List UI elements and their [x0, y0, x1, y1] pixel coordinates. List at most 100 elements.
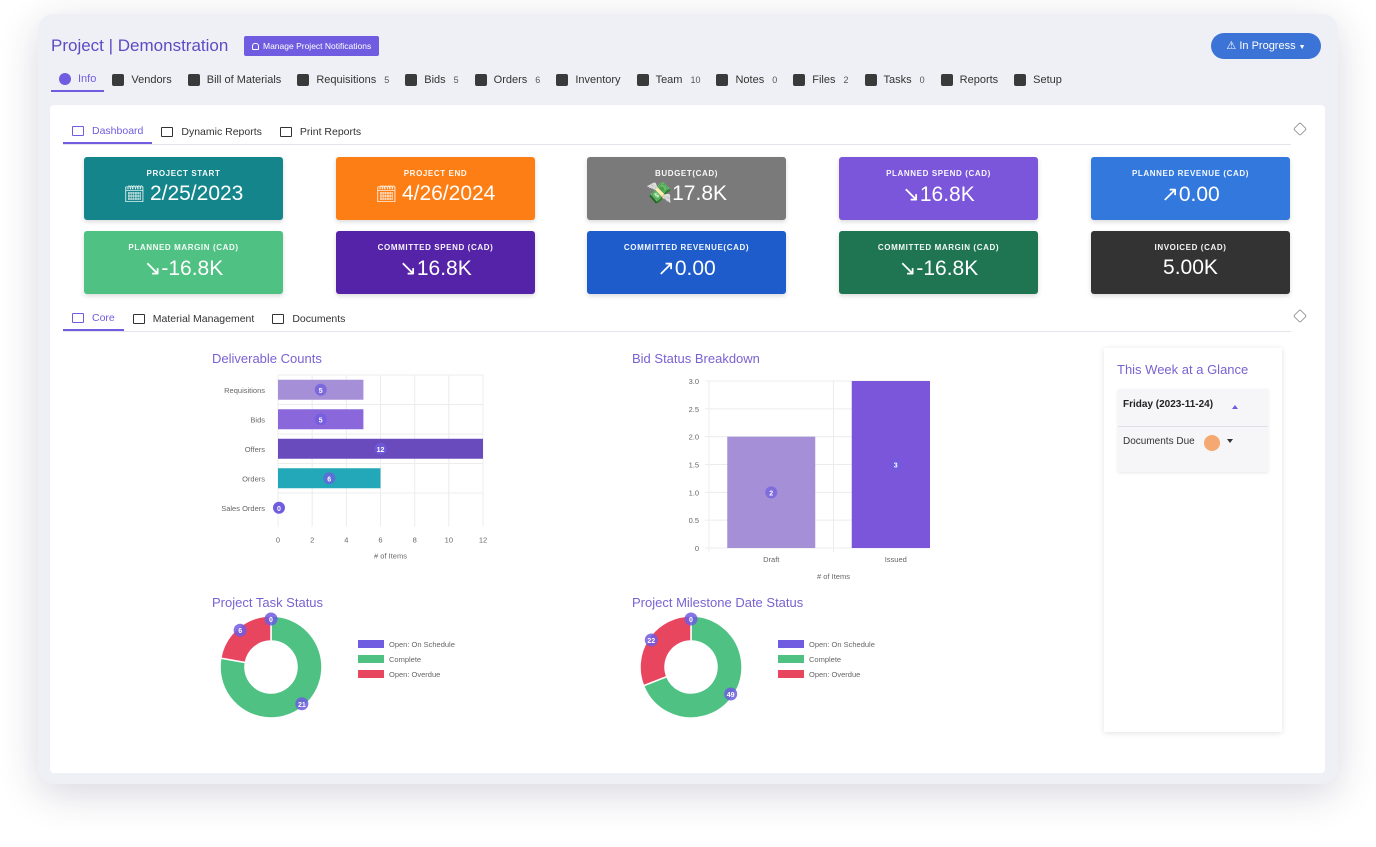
- data-label: 22: [647, 638, 655, 645]
- grid-icon: [72, 312, 84, 323]
- legend-label: Open: On Schedule: [809, 640, 875, 649]
- content-tab-material-management[interactable]: Material Management: [124, 306, 264, 331]
- legend-label: Complete: [809, 655, 841, 664]
- main-nav: Info Vendors Bill of Materials Requisitions…: [51, 68, 1070, 92]
- legend-label: Complete: [389, 655, 421, 664]
- note-icon: [716, 74, 729, 86]
- metric-label: COMMITTED MARGIN (CAD): [877, 243, 1000, 252]
- checklist-icon: [864, 74, 877, 86]
- metric-value-text: ↘16.8K: [902, 183, 975, 206]
- nav-tab-orders[interactable]: Orders 6: [467, 68, 549, 92]
- nav-tab-bids[interactable]: Bids 5: [397, 68, 466, 92]
- tag-icon[interactable]: [1292, 308, 1308, 324]
- caret-up-icon[interactable]: [1232, 405, 1238, 409]
- metric-value: ↘-16.8K: [839, 256, 1038, 281]
- nav-tab-requisitions[interactable]: Requisitions 5: [289, 68, 397, 92]
- nav-tab-count: 5: [453, 75, 459, 85]
- paperclip-icon: [793, 74, 806, 86]
- nav-tab-reports[interactable]: Reports: [933, 68, 1007, 92]
- nav-tab-files[interactable]: Files 2: [785, 68, 856, 92]
- printer-icon: [279, 126, 292, 137]
- content-tab-documents[interactable]: Documents: [263, 306, 354, 331]
- x-axis-label: # of Items: [374, 552, 407, 561]
- manage-notifications-button[interactable]: Manage Project Notifications: [244, 36, 380, 56]
- nav-tab-label: Setup: [1033, 74, 1062, 86]
- value-badge: [314, 383, 327, 396]
- nav-tab-bill-of-materials[interactable]: Bill of Materials: [180, 68, 290, 92]
- tab-label: Documents: [292, 312, 346, 325]
- nav-tab-tasks[interactable]: Tasks 0: [857, 68, 933, 92]
- metric-value-text: 💸17.8K: [645, 182, 728, 205]
- subtab-print-reports[interactable]: Print Reports: [271, 119, 370, 144]
- nav-tab-vendors[interactable]: Vendors: [104, 68, 179, 92]
- metric-value-text: 4/26/2024: [401, 182, 496, 205]
- value-badge: [233, 623, 247, 637]
- metric-value-text: ↘-16.8K: [898, 257, 979, 280]
- nav-tab-count: 0: [919, 75, 925, 85]
- nav-tab-team[interactable]: Team 10: [629, 68, 709, 92]
- dashboard-panel: Dashboard Dynamic Reports Print Reports PR…: [50, 105, 1325, 773]
- nav-tab-label: Info: [78, 73, 97, 85]
- legend-swatch: [358, 655, 384, 663]
- gavel-icon: [405, 74, 418, 86]
- documents-due-badge: [1204, 435, 1220, 451]
- building-icon: [112, 74, 125, 86]
- slice: [642, 615, 743, 719]
- info-icon: [59, 73, 71, 85]
- nav-tab-label: Vendors: [131, 74, 172, 86]
- data-label: 5: [319, 388, 323, 395]
- folder-icon: [187, 74, 200, 86]
- report-icon: [940, 74, 953, 86]
- status-label: In Progress: [1239, 40, 1296, 52]
- milestone-status-donut: 0 49 22 Open: On Schedule Complete Open: Over…: [640, 612, 875, 719]
- value-badge: [684, 612, 698, 626]
- metric-card-committed-margin-cad: COMMITTED MARGIN (CAD) ↘-16.8K: [839, 231, 1038, 294]
- deliverable-counts-chart: 0 2 4 6 8 10 12 Requisitions 5 Bids 5 Offers 12 Order…: [221, 374, 487, 561]
- metric-value-text: 5.00K: [1163, 256, 1218, 279]
- metric-label: PROJECT END: [403, 169, 468, 178]
- chart-title-milestones: Project Milestone Date Status: [632, 595, 804, 610]
- caret-down-icon[interactable]: [1227, 439, 1233, 443]
- content-tab-core[interactable]: Core: [63, 306, 124, 331]
- metric-card-planned-revenue-cad: PLANNED REVENUE (CAD) ↗0.00: [1091, 157, 1290, 220]
- y-tick-label: 1.5: [689, 461, 699, 470]
- metric-label: INVOICED (CAD): [1154, 243, 1227, 252]
- nav-tab-label: Requisitions: [316, 74, 377, 86]
- nav-tab-setup[interactable]: Setup: [1006, 68, 1070, 92]
- day-group[interactable]: Friday (2023-11-24) Documents Due: [1118, 389, 1268, 472]
- legend-swatch: [778, 670, 804, 678]
- x-tick-label: 10: [445, 536, 453, 545]
- metric-card-budget-cad: BUDGET(CAD) 💸17.8K: [587, 157, 786, 220]
- nav-tab-count: 6: [535, 75, 541, 85]
- divider: [1118, 426, 1268, 427]
- subtab-dynamic-reports[interactable]: Dynamic Reports: [152, 119, 271, 144]
- nav-tab-notes[interactable]: Notes 0: [708, 68, 785, 92]
- metric-card-committed-revenue-cad: COMMITTED REVENUE(CAD) ↗0.00: [587, 231, 786, 294]
- x-tick-label: 12: [479, 536, 487, 545]
- calendar-icon: 🗓: [123, 185, 150, 204]
- nav-tab-inventory[interactable]: Inventory: [548, 68, 628, 92]
- value-badge: [264, 612, 278, 626]
- data-label: 49: [727, 692, 735, 699]
- metric-label: PROJECT START: [146, 169, 221, 178]
- subtab-dashboard[interactable]: Dashboard: [63, 119, 153, 144]
- metric-value-text: ↘-16.8K: [143, 257, 224, 280]
- list-icon: [297, 74, 310, 86]
- warning-icon: ⚠: [1226, 40, 1237, 52]
- metric-label: COMMITTED SPEND (CAD): [377, 243, 494, 252]
- x-tick-label: 6: [378, 536, 382, 545]
- nav-tab-label: Orders: [493, 74, 528, 86]
- page-title: Project | Demonstration: [51, 36, 229, 55]
- metric-value-text: 2/25/2023: [149, 182, 244, 205]
- tag-icon[interactable]: [1292, 121, 1308, 137]
- nav-tab-info[interactable]: Info: [51, 68, 105, 92]
- y-tick-label: Offers: [245, 445, 266, 454]
- legend-swatch: [778, 655, 804, 663]
- metric-label: PLANNED REVENUE (CAD): [1131, 169, 1250, 178]
- chart-title-deliverables: Deliverable Counts: [212, 351, 322, 366]
- status-dropdown[interactable]: ⚠ In Progress ▼: [1211, 33, 1321, 59]
- metric-label: PLANNED MARGIN (CAD): [128, 243, 239, 252]
- nav-tab-label: Notes: [735, 74, 765, 86]
- value-badge: [724, 687, 738, 701]
- nav-tab-label: Bill of Materials: [206, 74, 282, 86]
